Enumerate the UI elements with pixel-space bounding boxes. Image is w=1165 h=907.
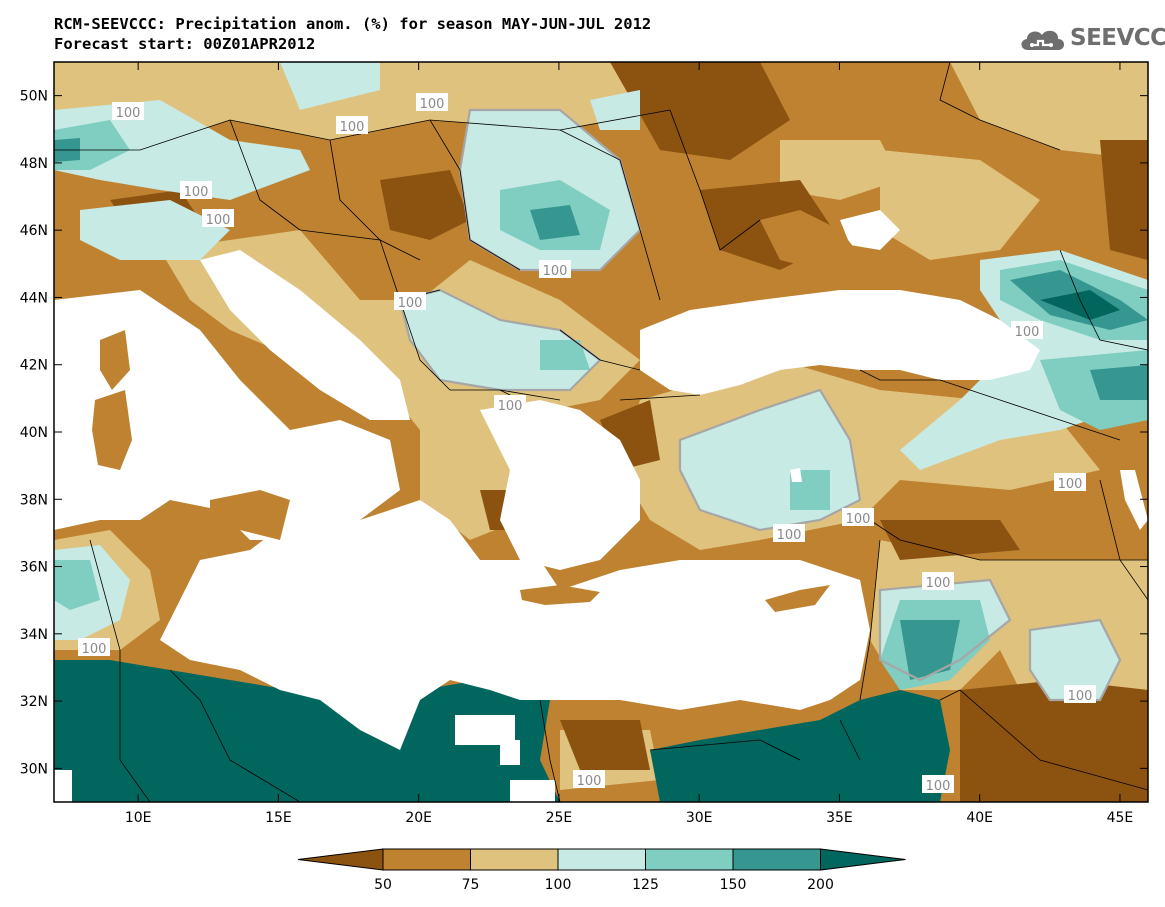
svg-text:100: 100	[926, 576, 951, 591]
colorbar-label: 200	[807, 877, 834, 893]
lon-tick-label: 25E	[546, 810, 573, 826]
logo-text: SEEVCCC	[1070, 25, 1165, 51]
islands	[92, 210, 860, 612]
lat-tick-label: 34N	[20, 627, 48, 643]
colorbar-segment	[820, 848, 906, 871]
lat-tick-label: 46N	[20, 223, 48, 239]
contour-label: 100	[202, 209, 234, 228]
svg-text:100: 100	[1015, 325, 1040, 340]
contour-label: 100	[180, 181, 212, 200]
colorbar-label: 50	[374, 877, 392, 893]
country-borders	[54, 62, 1148, 802]
title-line-2: Forecast start: 00Z01APR2012	[54, 35, 316, 53]
contour-label: 100	[1054, 473, 1086, 492]
missing-data	[54, 770, 72, 802]
contour-label: 100	[922, 775, 954, 794]
axes: 10E 15E 20E 25E 30E 35E 40E 45E 30N 32N 34N 36N 38N 4…	[20, 62, 1148, 826]
contour-label: 100	[842, 508, 874, 527]
island-crimea	[760, 210, 860, 270]
svg-text:100: 100	[926, 779, 951, 794]
svg-text:100: 100	[184, 185, 209, 200]
adriatic-sea	[200, 250, 410, 420]
svg-text:100: 100	[82, 642, 107, 657]
lon-tick-label: 35E	[826, 810, 853, 826]
contour-label: 100	[539, 260, 571, 279]
island-sardinia	[92, 390, 132, 470]
colorbar-label: 75	[462, 877, 480, 893]
contour-label: 100	[922, 572, 954, 591]
seevccc-logo: SEEVCCC	[1018, 24, 1165, 54]
svg-text:100: 100	[420, 97, 445, 112]
colorbar-segment	[470, 848, 559, 871]
island-corsica	[100, 330, 130, 390]
svg-text:100: 100	[577, 774, 602, 789]
lon-tick-label: 10E	[125, 810, 152, 826]
svg-text:100: 100	[498, 399, 523, 414]
lon-tick-label: 45E	[1107, 810, 1134, 826]
colorbar-label: 150	[720, 877, 747, 893]
lat-tick-label: 38N	[20, 492, 48, 508]
contour-label: 100	[1064, 685, 1096, 704]
svg-text:100: 100	[1068, 689, 1093, 704]
contour-label: 100	[112, 102, 144, 121]
lat-tick-label: 44N	[20, 290, 48, 306]
contour-label: 100	[1011, 321, 1043, 340]
contour-label: 100	[773, 524, 805, 543]
lon-tick-label: 40E	[966, 810, 993, 826]
svg-text:100: 100	[777, 528, 802, 543]
island-sicily	[210, 490, 290, 540]
svg-text:100: 100	[1058, 477, 1083, 492]
contour-label: 100	[416, 93, 448, 112]
title-line-1: RCM-SEEVCCC: Precipitation anom. (%) for…	[54, 15, 652, 33]
central-eastern-med	[160, 500, 870, 750]
colorbar-label: 100	[545, 877, 572, 893]
colorbar-segment	[645, 848, 734, 871]
lat-tick-label: 48N	[20, 156, 48, 172]
black-sea	[640, 290, 1040, 395]
lon-tick-label: 20E	[405, 810, 432, 826]
island-crete	[520, 585, 600, 605]
missing-data	[500, 740, 520, 765]
map-field	[54, 62, 1148, 802]
svg-text:100: 100	[846, 512, 871, 527]
contour-label: 100	[394, 292, 426, 311]
contour-label: 100	[78, 638, 110, 657]
missing-data	[510, 780, 555, 802]
lat-tick-label: 32N	[20, 694, 48, 710]
svg-text:100: 100	[398, 296, 423, 311]
svg-text:100: 100	[116, 106, 141, 121]
sea-mask	[54, 210, 1148, 802]
lat-tick-label: 40N	[20, 425, 48, 441]
cloud-icon	[1021, 30, 1064, 50]
contour-labels: 100 100 100 100 100 100 100 100 100 100 100 100 100 1…	[78, 93, 1096, 794]
lon-tick-label: 15E	[265, 810, 292, 826]
lat-tick-label: 36N	[20, 560, 48, 576]
colorbar-label: 125	[632, 877, 659, 893]
colorbar-segment	[382, 848, 471, 871]
aegean-sea	[480, 400, 640, 570]
contour-label: 100	[573, 770, 605, 789]
contour-label: 100	[494, 395, 526, 414]
missing-data	[1120, 470, 1148, 530]
lat-tick-label: 50N	[20, 89, 48, 105]
lat-tick-label: 42N	[20, 358, 48, 374]
map-title: RCM-SEEVCCC: Precipitation anom. (%) for…	[54, 14, 651, 54]
western-med	[54, 290, 400, 540]
svg-text:100: 100	[543, 264, 568, 279]
colorbar-segment	[297, 848, 384, 871]
svg-text:100: 100	[340, 120, 365, 135]
svg-text:100: 100	[206, 213, 231, 228]
colorbar-segment	[557, 848, 646, 871]
colorbar: 50 75 100 125 150 200	[297, 848, 906, 893]
island-cyprus	[765, 585, 830, 612]
colorbar-segment	[732, 848, 821, 871]
lon-tick-label: 30E	[686, 810, 713, 826]
sea-of-azov	[840, 210, 900, 250]
field-above-200	[54, 290, 1120, 802]
missing-data	[790, 468, 802, 482]
lat-tick-label: 30N	[20, 761, 48, 777]
contour-label: 100	[336, 116, 368, 135]
